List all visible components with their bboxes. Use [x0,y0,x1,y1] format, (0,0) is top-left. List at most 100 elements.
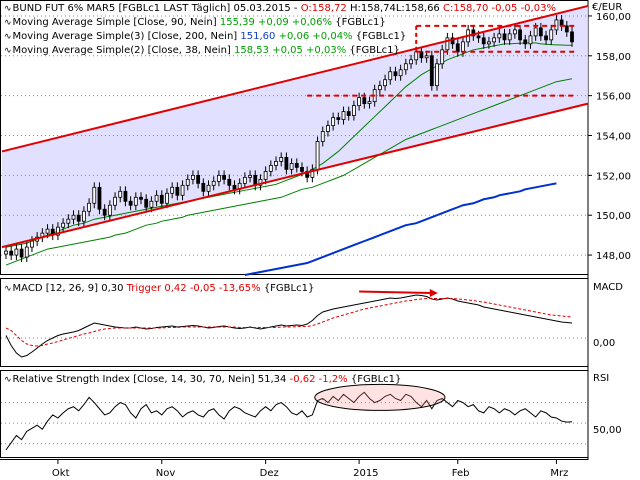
candle [357,97,362,107]
main-panel-header: ∿BUND FUT 6% MAR5 [FGBLc1 LAST Täglich] … [4,2,556,16]
ma90-legend: ∿Moving Average Simple [Close, 90, Nein]… [4,16,386,30]
candle [258,178,263,186]
candle [144,198,149,208]
candle [216,174,221,182]
candle [180,184,185,196]
candle [544,35,548,41]
candle [56,226,60,236]
candle [331,117,336,126]
candle [128,200,133,206]
candle [175,186,180,196]
candle [165,192,169,204]
x-tick-label: Nov [156,468,176,479]
candle [346,111,351,116]
line-chart-icon: ∿ [4,32,12,42]
candle [211,180,216,186]
ohlc-high: H:158,74 [349,3,396,14]
x-tick-label: Feb [452,468,470,479]
candle [533,27,538,37]
candle [476,35,481,39]
candle [549,29,554,41]
ma-90-line [5,78,573,266]
rsi-highlight-ellipse [314,383,446,411]
candle [14,248,19,256]
candle [523,39,528,45]
candle [538,27,543,37]
ma200-label: Moving Average Simple(3) [Close, 200, Ne… [12,31,238,42]
y-tick-label: 150,00 [596,211,631,222]
candle [30,240,34,248]
candle [455,43,460,53]
x-tick-label: Dez [260,468,279,479]
candle [133,196,138,206]
candle [118,190,123,198]
candle [123,190,128,202]
line-chart-icon: ∿ [4,46,12,56]
currency-label: €/EUR [592,2,623,13]
candle [294,163,299,168]
channel-lower-line [1,102,589,249]
candle [248,174,252,178]
candle [227,178,232,186]
candle [315,141,320,170]
candle [564,25,569,33]
candle [398,69,403,77]
ma90-tag: {FGBLc1} [335,17,386,28]
candle [502,33,507,41]
ma38-legend: ∿Moving Average Simple(2) [Close, 38, Ne… [4,44,400,58]
ma90-change: +0,09 [258,17,289,28]
candle [107,204,112,216]
rsi-line [5,391,573,451]
rsi-axis-title: RSI [593,373,610,384]
candle [367,101,372,105]
candle [507,33,512,41]
candle [497,33,502,39]
candle [19,248,24,258]
ma200-change: +0,06 [278,31,310,42]
ma-38-line [5,42,572,248]
ma-200-line [244,182,557,276]
candle [279,157,284,162]
candle [149,200,154,208]
candle [268,164,273,172]
ma38-tag: {FGBLc1} [349,45,400,56]
candle [45,228,50,234]
x-tick-label: Okt [52,468,70,479]
ma90-change-pct: +0,06% [291,17,333,28]
macd-trigger-change-pct: -13,65% [218,283,261,294]
macd-label: MACD [12, 26, 9] 0,30 [12,283,124,294]
candle [445,37,450,51]
candle [289,163,294,170]
y-tick-label: 156,00 [596,92,631,103]
ma200-tag: {FGBLc1} [355,31,407,42]
macd-trigger-value: 0,42 [164,283,187,294]
ma38-change: +0,05 [272,45,303,56]
macd-legend: ∿MACD [12, 26, 9] 0,30 Trigger 0,42 -0,0… [4,282,314,296]
ma200-legend: ∿Moving Average Simple(3) [Close, 200, N… [4,30,406,44]
candle [320,131,325,142]
candle [362,97,367,105]
rsi-label: Relative Strength Index [Close, 14, 30, … [12,374,255,385]
candle [435,63,439,87]
ma38-value: 158,53 [234,45,270,56]
candle [170,186,175,194]
candle [419,51,424,59]
candle [232,184,237,190]
candle [393,71,398,77]
ma90-value: 155,39 [219,17,255,28]
candle [191,174,195,180]
rsi-change-pct: -1,2% [318,374,348,385]
candle [97,186,102,210]
x-tick-label: Mrz [550,468,568,479]
candle [377,85,382,91]
macd-trigger-label: Trigger [126,283,162,294]
candle [24,246,29,258]
macd-axis-zero: 0,00 [593,338,616,349]
candle [352,105,356,116]
candle [71,214,76,220]
y-tick-label: 154,00 [596,132,631,143]
candle [196,174,201,184]
rsi-axis-fifty: 50,00 [593,425,622,436]
candle [81,210,86,222]
